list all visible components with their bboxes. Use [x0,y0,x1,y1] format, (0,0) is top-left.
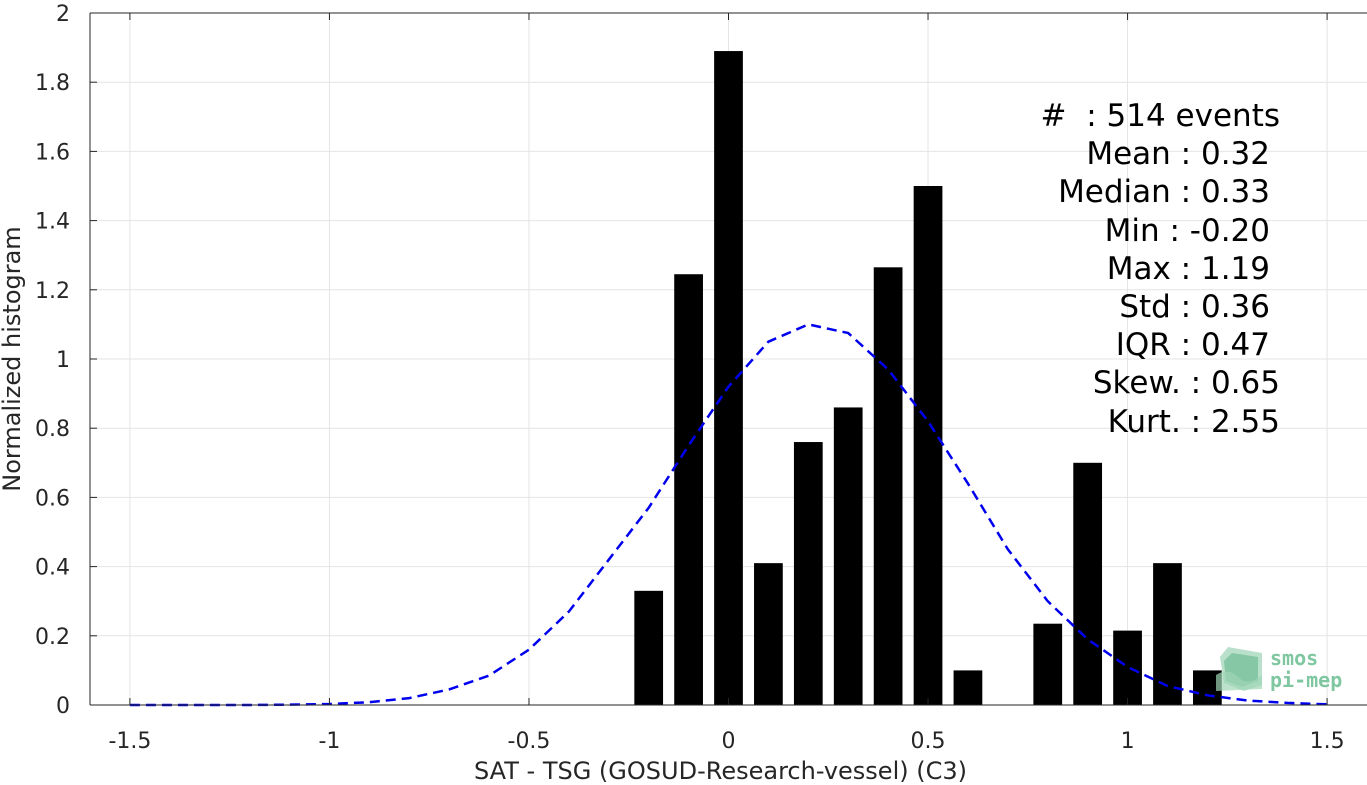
x-tick-label: 0.5 [911,729,946,754]
stat-skew: Skew. : 0.65 [1092,365,1280,402]
histogram-bar [873,267,903,705]
y-tick-label: 0.2 [35,625,70,650]
histogram-bar [793,442,823,705]
x-axis-label: SAT - TSG (GOSUD-Research-vessel) (C3) [474,757,967,785]
histogram-bar [833,407,863,705]
histogram-bar [754,563,783,705]
y-tick-label: 1.2 [35,279,70,304]
statistics-box: # : 514 events Mean : 0.32 Median : 0.33… [1000,97,1280,441]
histogram-bar [634,590,664,705]
histogram-bar [1113,630,1142,705]
histogram-bar [1153,563,1182,705]
histogram-bar [953,670,983,705]
logo-line-1: smos [1270,646,1319,670]
x-tick-label: -1 [318,729,340,754]
logo-wave-icon [1216,647,1262,691]
histogram-bar [714,51,743,706]
stat-count: # : 514 events [1040,98,1280,134]
y-tick-label: 0.8 [35,417,70,442]
y-axis-label: Normalized histogram [0,226,26,491]
y-tick-label: 1 [56,348,70,373]
smos-pimep-logo: smos pi-mep [1214,645,1354,695]
logo-line-2: pi-mep [1270,668,1343,692]
x-tick-label: -0.5 [508,729,551,754]
y-tick-label: 1.6 [35,140,70,165]
y-tick-label: 0.4 [35,556,70,581]
x-tick-label: 1.5 [1310,729,1345,754]
stat-std: Std : 0.36 [1119,289,1270,326]
stat-mean: Mean : 0.32 [1086,136,1270,173]
stat-min: Min : -0.20 [1104,212,1270,249]
stat-iqr: IQR : 0.47 [1115,327,1270,364]
histogram-bar [913,186,943,705]
histogram-bar [674,274,703,705]
y-tick-label: 0 [56,694,70,719]
histogram-bar [1073,462,1103,705]
y-tick-label: 0.6 [35,486,70,511]
y-tick-label: 1.4 [35,210,70,235]
histogram-bar [1033,623,1063,705]
y-tick-label: 1.8 [35,71,70,96]
x-tick-label: -1.5 [108,729,151,754]
x-tick-label: 1 [1121,729,1135,754]
y-tick-label: 2 [56,2,70,27]
stat-kurt: Kurt. : 2.55 [1107,403,1280,440]
stat-max: Max : 1.19 [1106,250,1270,287]
x-tick-label: 0 [722,729,736,754]
stat-median: Median : 0.33 [1058,174,1270,211]
